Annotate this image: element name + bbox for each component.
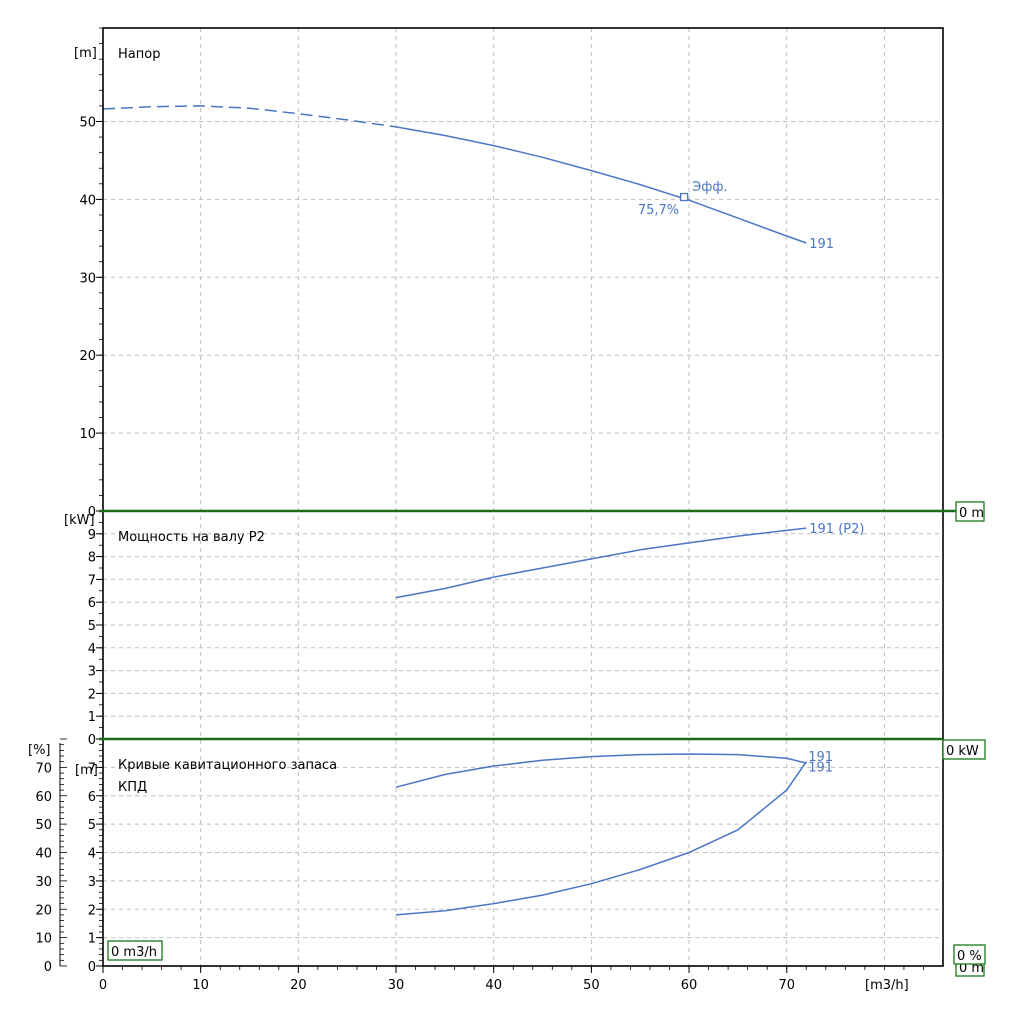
efficiency-readout-box: 0 % [957, 949, 982, 964]
panel-title-head: Напор [118, 47, 160, 62]
x-tick-label: 30 [388, 978, 405, 993]
y2-tick-label: 5 [88, 818, 96, 833]
y-tick-label: 0 [88, 505, 96, 520]
y-tick-label: 20 [35, 903, 52, 918]
flow-readout-box: 0 m3/h [111, 945, 157, 960]
y-tick-label: 30 [35, 875, 52, 890]
y-tick-label: 3 [88, 665, 96, 680]
power-curve-label: 191 (P2) [809, 522, 864, 537]
y2-tick-label: 4 [88, 847, 96, 862]
power-curve [395, 527, 807, 599]
y-tick-label: 70 [35, 761, 52, 776]
x-axis-unit-label: [m3/h] [865, 978, 909, 993]
head-curve-dashed [102, 105, 397, 128]
power-readout-box-frame [942, 739, 986, 760]
x-tick-label: 20 [290, 978, 307, 993]
y-tick-label: 10 [79, 427, 96, 442]
y-tick-label: 0 [44, 960, 52, 975]
y-tick-label: 50 [79, 115, 96, 130]
y-tick-label: 10 [35, 932, 52, 947]
y-tick-label: 20 [79, 349, 96, 364]
y-tick-label: 0 [88, 733, 96, 748]
duty-point-efficiency: 75,7% [638, 203, 679, 218]
panel-title-npsh: Кривые кавитационного запаса [118, 758, 337, 773]
y2-tick-label: 1 [88, 932, 96, 947]
power-readout-box: 0 kW [946, 744, 979, 759]
x-tick-label: 50 [583, 978, 600, 993]
y2-tick-label: 6 [88, 790, 96, 805]
y-tick-label: 4 [88, 642, 96, 657]
y2-tick-label: 0 [88, 960, 96, 975]
plot-frame [102, 27, 944, 967]
y-tick-label: 30 [79, 271, 96, 286]
y-tick-label: 5 [88, 619, 96, 634]
y-tick-label: 50 [35, 818, 52, 833]
npsh-readout-box: 0 m [959, 961, 984, 976]
head-curve [395, 126, 807, 244]
x-tick-label: 40 [485, 978, 502, 993]
y-tick-label: 1 [88, 710, 96, 725]
efficiency-readout-box-frame [953, 944, 986, 965]
npsh-curve [395, 761, 807, 916]
y2-tick-label: 3 [88, 875, 96, 890]
efficiency-curve [395, 753, 807, 788]
duty-point-label: Эфф. [692, 180, 727, 195]
head-readout-box: 0 m [959, 506, 984, 521]
y-tick-label: 60 [35, 790, 52, 805]
panel-title-power: Мощность на валу P2 [118, 530, 265, 545]
x-tick-label: 10 [192, 978, 209, 993]
y-axis-unit-label: [kW] [64, 513, 95, 528]
x-tick-label: 0 [99, 978, 107, 993]
y-tick-label: 7 [88, 573, 96, 588]
efficiency-curve-label: 191 [808, 750, 833, 765]
y-tick-label: 2 [88, 687, 96, 702]
y-tick-label: 8 [88, 551, 96, 566]
panel-title-efficiency: КПД [118, 780, 147, 795]
y-tick-label: 9 [88, 528, 96, 543]
y-axis-unit-label: [%] [28, 743, 51, 758]
y-tick-label: 40 [35, 847, 52, 862]
y-tick-label: 6 [88, 596, 96, 611]
x-tick-label: 70 [778, 978, 795, 993]
npsh-curve-label: 191 [808, 761, 833, 776]
x-tick-label: 60 [681, 978, 698, 993]
duty-point-marker [680, 192, 689, 202]
y-tick-label: 40 [79, 193, 96, 208]
plot-area [103, 28, 943, 966]
y2-axis-unit-label: [m] [75, 763, 98, 778]
y2-tick-label: 2 [88, 903, 96, 918]
y2-tick-label: 7 [88, 761, 96, 776]
head-curve-label: 191 [809, 237, 834, 252]
flow-readout-box-frame [107, 940, 163, 961]
head-readout-box-frame [955, 501, 985, 522]
y-axis-unit-label: [m] [74, 46, 97, 61]
